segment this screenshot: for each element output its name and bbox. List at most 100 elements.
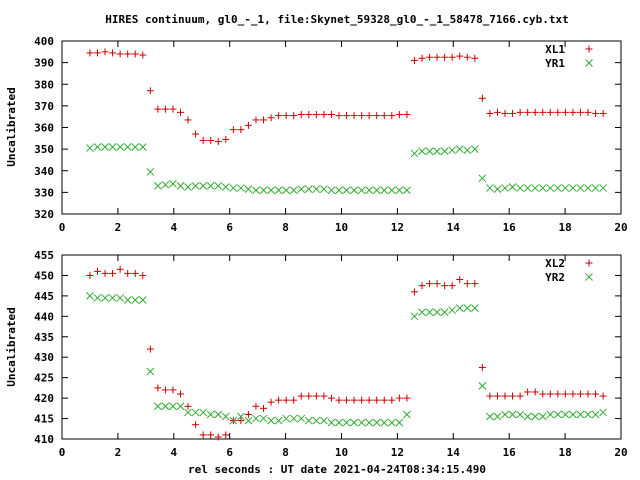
data-point	[463, 53, 471, 61]
data-point	[380, 418, 389, 427]
x-tick-label: 6	[226, 221, 233, 234]
data-point	[138, 296, 147, 304]
data-point	[380, 186, 389, 195]
data-point	[576, 108, 584, 116]
data-point	[154, 402, 162, 411]
data-point	[108, 294, 117, 302]
data-point	[456, 276, 464, 284]
data-point	[561, 390, 569, 398]
data-point	[312, 416, 321, 425]
y-tick-label: 370	[34, 100, 54, 113]
y-tick-label: 380	[34, 78, 54, 91]
data-point	[86, 292, 94, 300]
y-tick-label: 340	[34, 165, 54, 178]
data-point	[357, 186, 366, 195]
x-tick-label: 18	[558, 446, 571, 459]
data-point	[501, 392, 509, 400]
data-point	[486, 109, 494, 117]
data-point	[177, 390, 185, 398]
data-point	[433, 53, 441, 61]
data-point	[425, 147, 434, 156]
data-point	[86, 271, 94, 279]
data-point	[501, 410, 509, 419]
data-point	[441, 282, 449, 290]
data-point	[282, 186, 291, 195]
data-point	[471, 280, 479, 288]
data-point	[592, 390, 600, 398]
data-point	[372, 186, 381, 195]
data-point	[403, 111, 411, 119]
data-point	[221, 412, 230, 421]
data-point	[387, 186, 396, 195]
data-point	[358, 396, 366, 404]
data-point	[169, 179, 177, 188]
data-point	[403, 410, 411, 419]
x-tick-label: 8	[282, 446, 289, 459]
y-tick-label: 330	[34, 186, 54, 199]
data-point	[108, 143, 117, 151]
data-point	[531, 184, 540, 192]
data-point	[516, 108, 524, 116]
data-point	[176, 402, 185, 411]
data-point	[138, 143, 147, 151]
data-point	[177, 108, 185, 116]
data-point	[463, 146, 472, 155]
data-point	[516, 392, 524, 400]
data-point	[154, 384, 162, 392]
y-tick-label: 435	[34, 331, 54, 344]
data-point	[184, 402, 192, 410]
legend-label: YR2	[545, 271, 565, 284]
data-point	[320, 185, 328, 193]
data-point	[463, 280, 471, 288]
data-point	[304, 416, 313, 425]
data-point	[146, 367, 155, 376]
data-point	[584, 390, 592, 398]
data-point	[599, 392, 607, 400]
data-point	[493, 392, 501, 400]
data-point	[403, 186, 411, 195]
data-point	[109, 269, 117, 277]
data-point	[161, 105, 169, 113]
data-point	[237, 417, 245, 425]
data-point	[426, 53, 434, 61]
y-tick-label: 400	[34, 35, 54, 48]
data-point	[561, 410, 570, 419]
data-point	[531, 412, 540, 421]
data-point	[146, 345, 154, 353]
data-point	[274, 416, 283, 425]
data-point	[410, 288, 418, 296]
data-point	[561, 108, 569, 116]
data-point	[229, 184, 238, 192]
data-point	[509, 109, 517, 117]
data-point	[569, 390, 577, 398]
data-point	[244, 185, 253, 193]
data-point	[221, 183, 230, 191]
data-point	[599, 408, 607, 417]
data-point	[305, 392, 313, 400]
data-point	[448, 306, 457, 315]
data-point	[214, 182, 223, 190]
data-point	[154, 105, 162, 113]
data-point	[304, 185, 313, 193]
data-point	[592, 109, 600, 117]
data-point	[380, 396, 388, 404]
data-point	[169, 402, 177, 411]
data-point	[290, 112, 298, 120]
data-point	[116, 143, 124, 151]
data-point	[425, 308, 434, 317]
data-point	[101, 143, 109, 151]
data-point	[237, 126, 245, 134]
data-point	[501, 109, 509, 117]
data-point	[93, 143, 102, 151]
x-tick-label: 8	[282, 221, 289, 234]
y-tick-label: 390	[34, 57, 54, 70]
data-point	[289, 414, 298, 423]
data-point	[184, 183, 192, 191]
data-point	[237, 412, 245, 421]
data-point	[139, 51, 147, 59]
top-plot-panel: 0 2 4 6 8 10 12 14 16 18 20 320 330 340 350 360 370 380 39…	[5, 35, 628, 234]
data-point	[418, 147, 426, 156]
legend-marker	[585, 273, 593, 281]
data-point	[410, 56, 418, 64]
data-point	[146, 87, 154, 95]
